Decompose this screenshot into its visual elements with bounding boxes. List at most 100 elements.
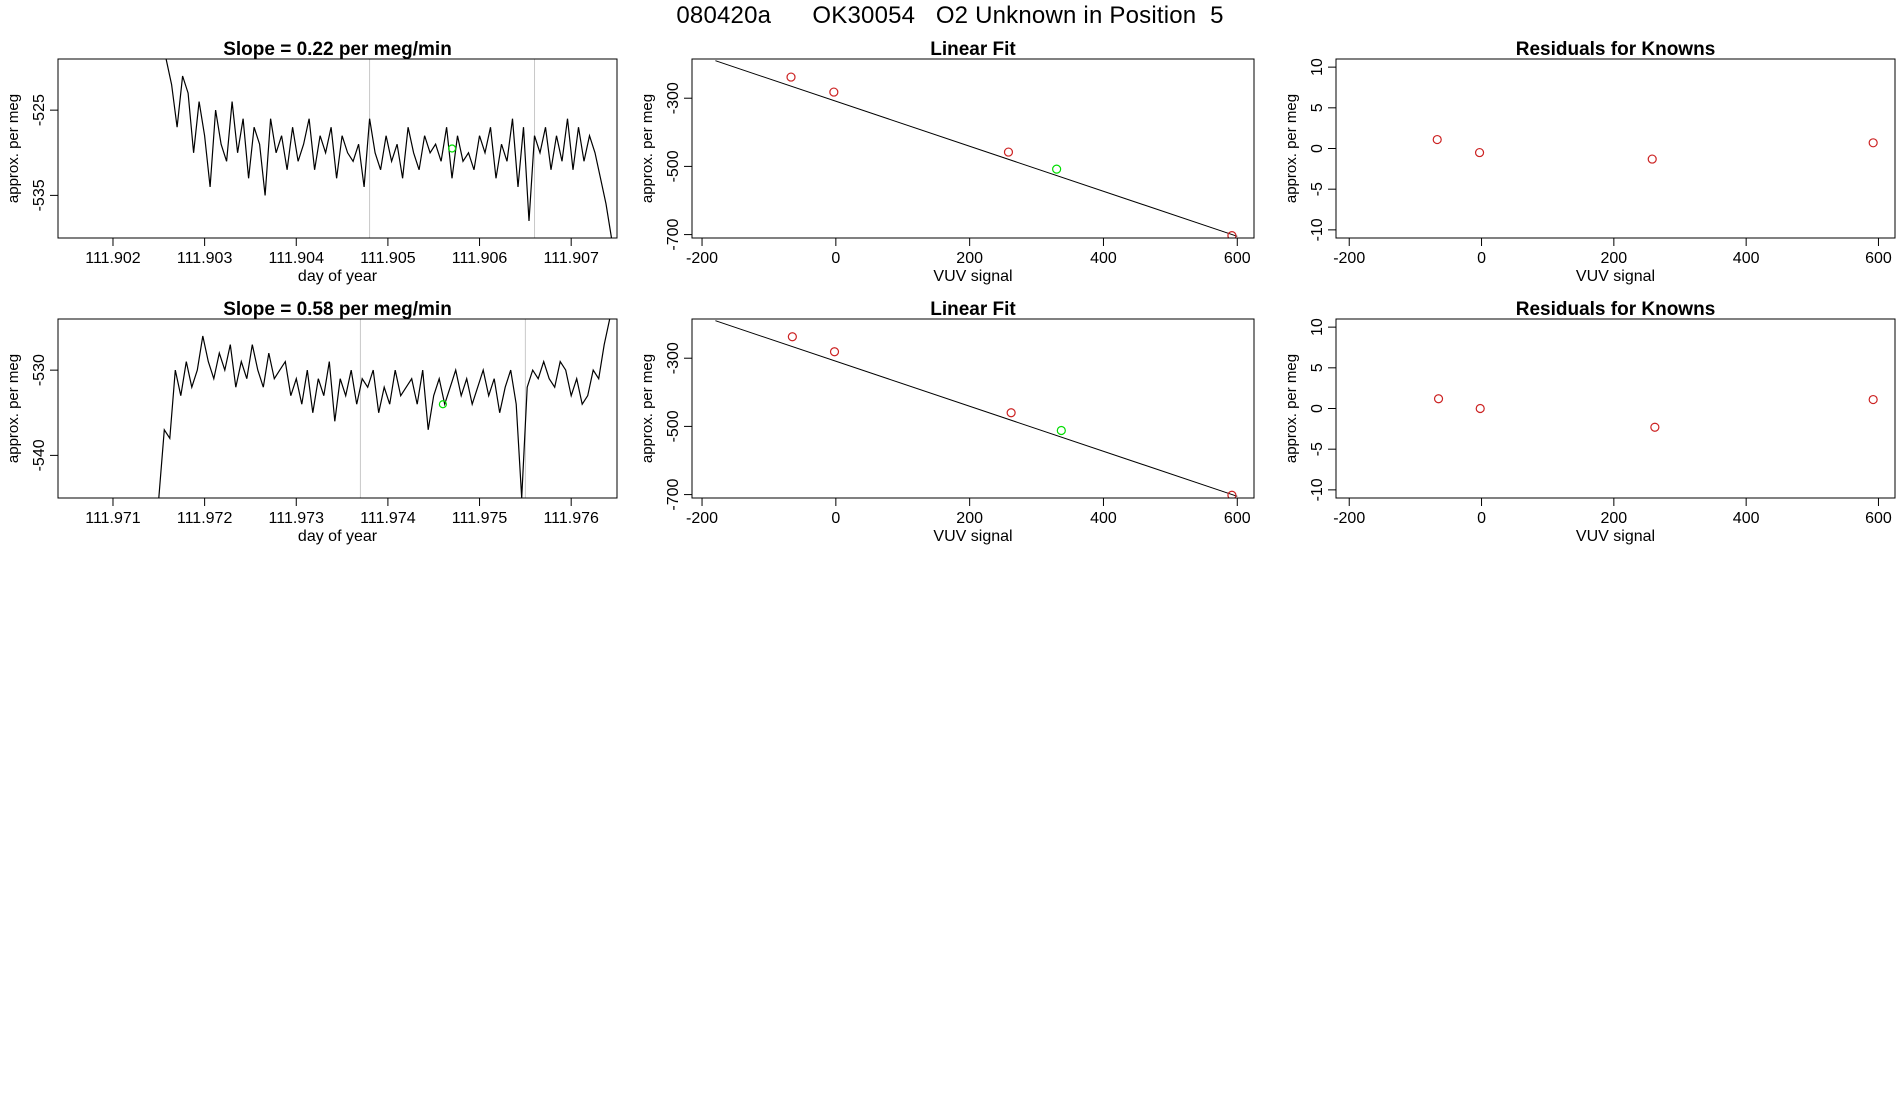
data-point (1003, 147, 1014, 157)
y-tick-label: -500 (665, 410, 682, 442)
x-tick-label: 400 (1090, 510, 1117, 527)
chart-title: Residuals for Knowns (1516, 39, 1716, 60)
y-tick-label: 10 (1309, 318, 1326, 336)
y-axis-label: approx. per meg (5, 94, 22, 203)
x-axis-label: VUV signal (1576, 268, 1655, 285)
x-tick-label: -200 (1333, 510, 1365, 527)
y-tick-label: -5 (1309, 442, 1326, 456)
data-point (1227, 231, 1237, 238)
data-point (1868, 394, 1878, 405)
y-tick-label: -540 (31, 439, 48, 471)
x-tick-label: -200 (686, 250, 718, 267)
x-tick-label: 0 (831, 250, 840, 267)
plot-frame (691, 318, 1255, 499)
y-tick-label: -10 (1309, 218, 1326, 241)
y-tick-label: -535 (31, 179, 48, 211)
y-tick-label: 0 (1309, 144, 1326, 153)
y-tick-label: -300 (665, 342, 682, 374)
y-tick-label: 0 (1309, 404, 1326, 413)
plot-frame (691, 58, 1255, 239)
x-tick-label: 0 (831, 510, 840, 527)
chart-panel-1: Slope = 0.22 per meg/min 111.902 111.903 11… (5, 39, 618, 285)
plot-frame (57, 318, 618, 499)
unknown-point (1056, 425, 1066, 436)
y-axis-label: approx. per meg (1283, 354, 1300, 463)
x-tick-label: 111.907 (543, 250, 599, 267)
x-tick-label: 600 (1224, 250, 1251, 267)
x-tick-label: 600 (1865, 250, 1892, 267)
x-tick-label: -200 (1333, 250, 1365, 267)
y-tick-label: -700 (665, 478, 682, 510)
data-point (787, 332, 797, 342)
y-axis-label: approx. per meg (639, 94, 656, 203)
x-tick-label: 111.976 (543, 510, 599, 527)
chart-panel-4: Slope = 0.58 per meg/min 111.971 111.972 11… (5, 299, 618, 545)
data-point (1432, 134, 1442, 145)
y-tick-label: -10 (1309, 478, 1326, 501)
fit-line (715, 60, 1238, 237)
plot-frame (1335, 318, 1896, 499)
unknown-marker (447, 144, 457, 153)
y-tick-label: -5 (1309, 182, 1326, 196)
y-axis-label: approx. per meg (5, 354, 22, 463)
x-tick-label: 111.902 (85, 250, 141, 267)
data-point (1868, 138, 1878, 148)
plot-area (1433, 394, 1878, 432)
x-tick-label: 111.971 (85, 510, 141, 527)
data-point (1475, 403, 1485, 414)
x-tick-label: 600 (1224, 510, 1251, 527)
data-point (829, 87, 839, 97)
x-tick-label: 111.975 (452, 510, 508, 527)
y-axis-label: approx. per meg (1283, 94, 1300, 203)
x-tick-label: 400 (1733, 250, 1760, 267)
x-tick-label: 0 (1477, 250, 1486, 267)
series-line (165, 59, 613, 238)
plot-area (158, 319, 611, 498)
x-axis-label: day of year (298, 268, 378, 285)
x-tick-label: 111.905 (360, 250, 416, 267)
x-tick-label: 111.973 (269, 510, 325, 527)
chart-panel-5: Linear Fit -200 0 200 400 600 VUV signal -300 -5… (639, 299, 1255, 545)
y-tick-label: 5 (1309, 363, 1326, 372)
x-tick-label: 111.903 (177, 250, 233, 267)
y-axis-label: approx. per meg (639, 354, 656, 463)
series-line (158, 319, 611, 498)
x-axis-label: VUV signal (933, 528, 1012, 545)
page-title: 080420a OK30054 O2 Unknown in Position 5 (676, 2, 1224, 29)
data-point (1227, 490, 1237, 498)
y-tick-label: -525 (31, 94, 48, 126)
x-tick-label: 111.906 (452, 250, 508, 267)
x-tick-label: 600 (1865, 510, 1892, 527)
y-tick-label: -300 (665, 82, 682, 114)
x-tick-label: 200 (1600, 250, 1627, 267)
x-tick-label: 400 (1733, 510, 1760, 527)
data-point (1647, 154, 1657, 164)
unknown-marker (438, 400, 447, 409)
chart-title: Linear Fit (930, 39, 1016, 60)
data-point (1650, 422, 1660, 432)
x-tick-label: 200 (1600, 510, 1627, 527)
x-tick-label: 111.974 (360, 510, 416, 527)
plot-area (1432, 134, 1878, 164)
data-point (1006, 408, 1016, 418)
x-axis-label: day of year (298, 528, 378, 545)
chart-title: Slope = 0.22 per meg/min (223, 39, 452, 60)
data-point (786, 72, 796, 82)
y-tick-label: 10 (1309, 58, 1326, 76)
x-axis-label: VUV signal (933, 268, 1012, 285)
y-tick-label: -500 (665, 150, 682, 182)
data-point (1433, 394, 1444, 404)
x-axis-label: VUV signal (1576, 528, 1655, 545)
data-point (829, 347, 840, 357)
fit-line (715, 320, 1238, 497)
chart-title: Linear Fit (930, 299, 1016, 320)
plot-area (165, 59, 613, 238)
plot-area (715, 60, 1238, 238)
y-tick-label: -530 (31, 354, 48, 386)
x-tick-label: 111.972 (177, 510, 233, 527)
x-tick-label: -200 (686, 510, 718, 527)
unknown-point (1052, 164, 1062, 174)
chart-panel-2: Linear Fit -200 0 200 400 600 VUV signal -300 -5… (639, 39, 1255, 285)
chart-title: Residuals for Knowns (1516, 299, 1716, 320)
